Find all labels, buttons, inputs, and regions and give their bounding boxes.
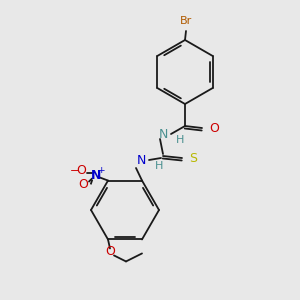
Text: H: H [176, 135, 184, 145]
Text: +: + [97, 166, 104, 175]
Text: N: N [91, 169, 101, 182]
Text: Br: Br [180, 16, 192, 26]
Text: −: − [70, 166, 80, 176]
Text: H: H [155, 161, 164, 171]
Text: S: S [189, 152, 197, 164]
Text: O: O [78, 178, 88, 191]
Text: N: N [159, 128, 168, 142]
Text: O: O [209, 122, 219, 134]
Text: O: O [105, 245, 115, 258]
Text: N: N [136, 154, 146, 167]
Text: O: O [76, 164, 86, 177]
